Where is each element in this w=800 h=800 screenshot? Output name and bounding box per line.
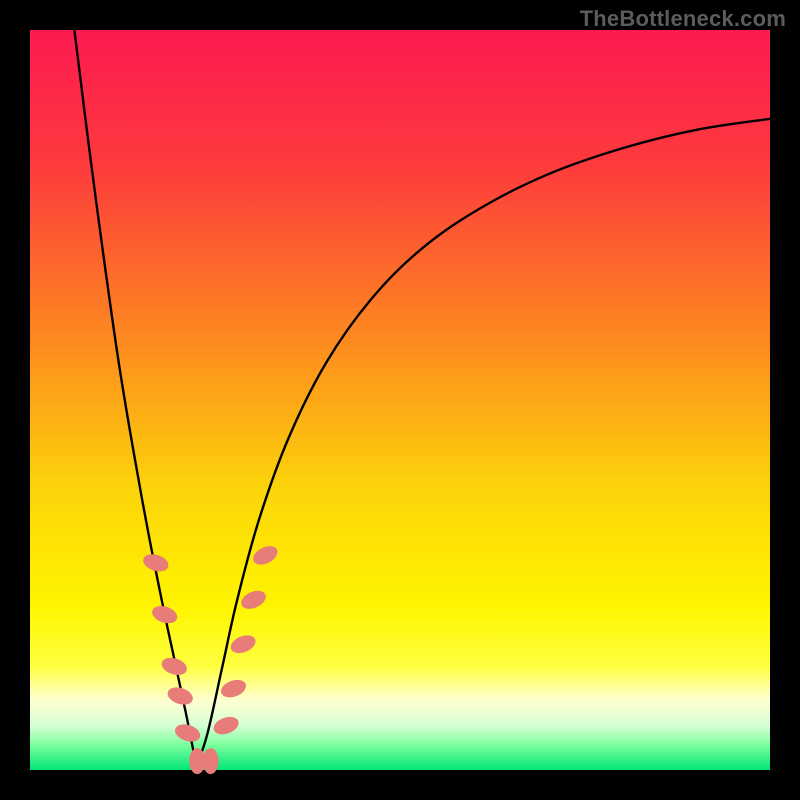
chart-container: TheBottleneck.com	[0, 0, 800, 800]
watermark-text: TheBottleneck.com	[580, 6, 786, 32]
gradient-background	[30, 30, 770, 770]
marker-dot	[203, 748, 219, 774]
bottleneck-chart	[0, 0, 800, 800]
